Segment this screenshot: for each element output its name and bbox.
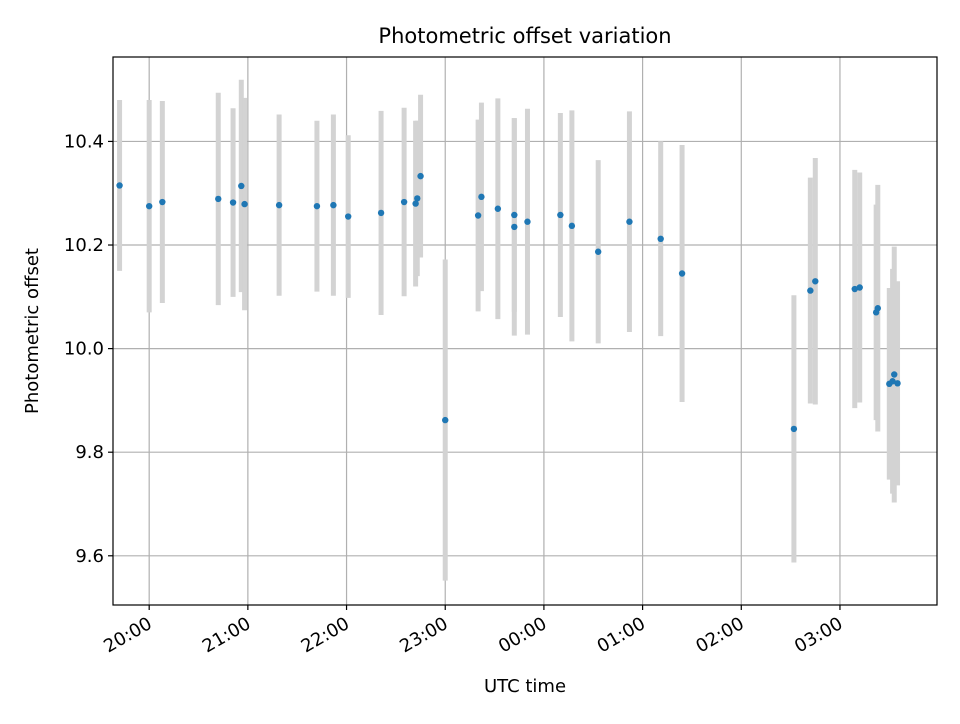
y-tick-label: 9.8	[75, 442, 104, 463]
data-point	[894, 380, 901, 387]
data-point	[229, 199, 237, 206]
data-point	[344, 213, 352, 220]
data-point	[807, 287, 814, 294]
data-point	[511, 211, 518, 219]
data-point	[145, 202, 153, 210]
data-point	[494, 205, 502, 212]
data-point	[442, 416, 449, 424]
data-point	[678, 270, 686, 277]
data-point	[891, 371, 898, 378]
data-point	[557, 211, 564, 219]
data-point	[275, 201, 283, 209]
data-point	[851, 285, 858, 293]
data-point	[377, 209, 385, 217]
data-point	[478, 193, 485, 201]
plot-frame	[112, 56, 938, 606]
data-point	[474, 212, 482, 219]
data-point	[874, 305, 881, 312]
data-point	[400, 198, 408, 206]
y-tick-label: 10.2	[64, 235, 104, 256]
point-layer	[116, 172, 901, 433]
data-point	[241, 200, 248, 208]
data-point	[790, 425, 798, 433]
x-axis-label: UTC time	[484, 676, 566, 697]
data-point	[414, 195, 421, 202]
data-point	[856, 284, 863, 291]
data-point	[238, 182, 245, 190]
data-point	[116, 182, 123, 189]
data-point	[657, 235, 664, 243]
data-point	[511, 223, 518, 231]
data-point	[524, 218, 531, 225]
chart-title: Photometric offset variation	[378, 24, 671, 48]
data-point	[889, 378, 896, 385]
y-axis-label: Photometric offset	[22, 248, 43, 414]
data-point	[568, 222, 576, 230]
data-point	[159, 198, 166, 206]
y-tick-label: 9.6	[75, 546, 104, 567]
data-point	[626, 218, 633, 225]
data-point	[812, 278, 819, 285]
data-point	[215, 195, 222, 203]
y-tick-label: 10.0	[64, 339, 104, 360]
data-point	[313, 202, 321, 210]
data-point	[330, 201, 337, 209]
data-point	[594, 248, 602, 255]
y-tick-label: 10.4	[64, 131, 104, 152]
data-point	[412, 200, 419, 207]
data-point	[417, 172, 424, 180]
